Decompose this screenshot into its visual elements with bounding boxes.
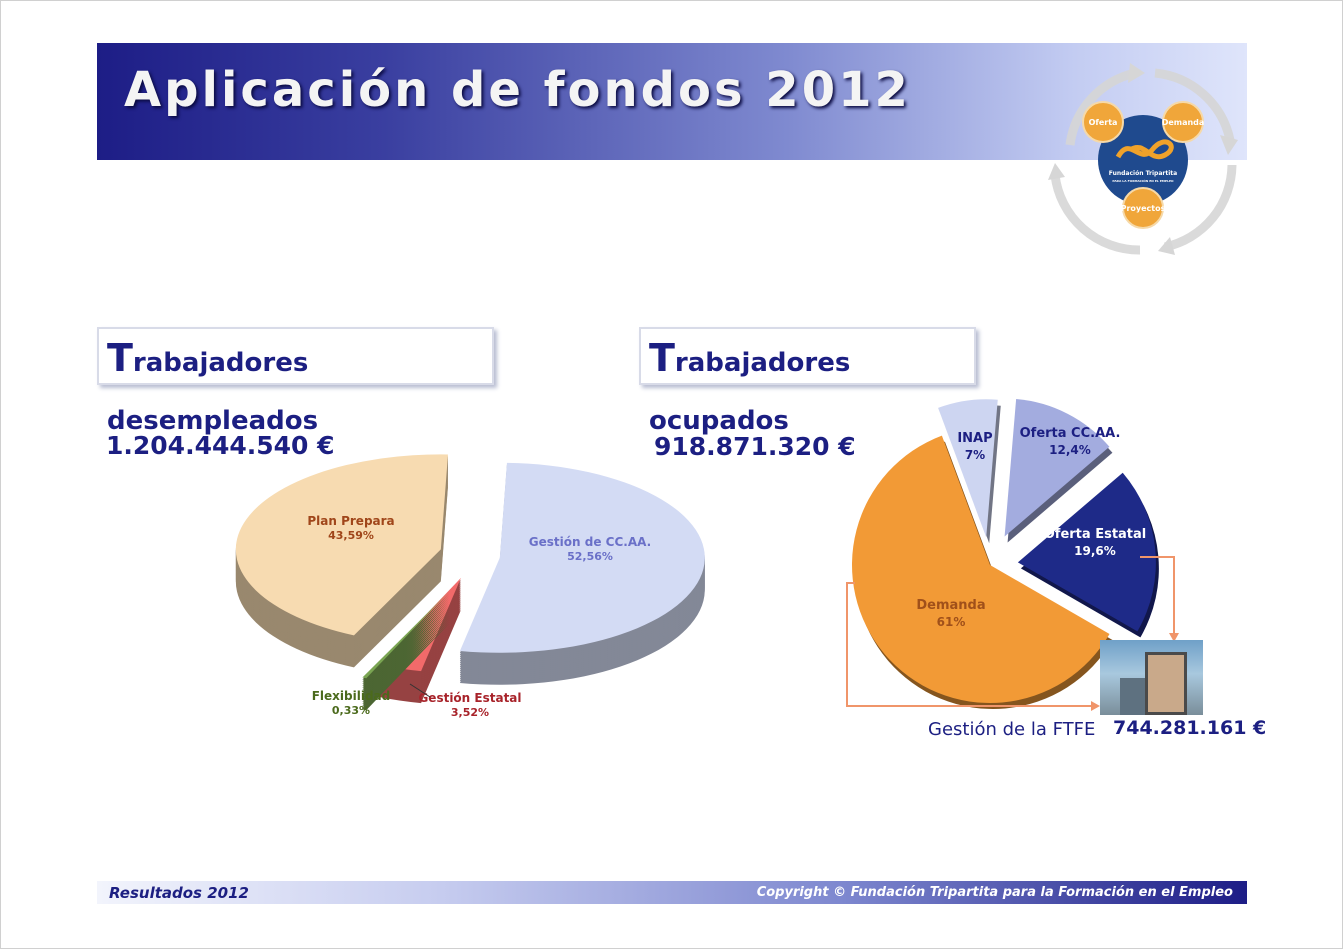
leader-line (409, 683, 431, 698)
slide-title: Aplicación de fondos 2012 (124, 62, 911, 118)
footer-bar: Resultados 2012 Copyright © Fundación Tr… (97, 881, 1247, 904)
slice-label: Gestión Estatal (418, 691, 521, 705)
slice-value: 19,6% (1074, 544, 1116, 558)
slice-value: 61% (937, 615, 966, 629)
heading-ocupados: Trabajadores ocupados (639, 327, 976, 436)
slice-label: INAP (957, 431, 992, 446)
slice-value: 0,33% (332, 704, 370, 717)
pie-slice-demanda (851, 435, 1110, 704)
slice-value: 43,59% (328, 529, 374, 542)
footer-left: Resultados 2012 (109, 884, 249, 902)
slice-value: 12,4% (1049, 443, 1091, 457)
slice-value: 3,52% (451, 706, 489, 719)
heading-initial: T (107, 336, 133, 380)
heading-desempleados: Trabajadores desempleados (97, 327, 494, 436)
slice-value: 52,56% (567, 550, 613, 563)
ftfe-building-photo (1100, 640, 1203, 715)
slice-label: Plan Prepara (307, 514, 394, 528)
pie-slice-flexibilidad (362, 591, 450, 679)
svg-text:PARA LA FORMACIÓN EN EL EMPLEO: PARA LA FORMACIÓN EN EL EMPLEO (1112, 178, 1174, 183)
slice-label: Gestión de CC.AA. (529, 535, 651, 549)
arrowhead (1091, 701, 1100, 711)
header-band (97, 43, 1247, 160)
svg-text:Oferta: Oferta (1089, 118, 1118, 127)
svg-text:Demanda: Demanda (1162, 118, 1205, 127)
pie-slice-oferta-estatal (1017, 472, 1156, 632)
pie-slice-inap (938, 399, 998, 538)
svg-text:Proyectos: Proyectos (1121, 204, 1166, 213)
svg-text:Fundación Tripartita: Fundación Tripartita (1109, 170, 1177, 177)
arrow-oferta-to-ftfe (1140, 556, 1175, 638)
footer-copyright: Copyright © Fundación Tripartita para la… (756, 885, 1233, 900)
ocupados-amount: 918.871.320 € (654, 432, 856, 461)
pie-slice-oferta-cc-aa- (1004, 399, 1110, 537)
slice-value: 7% (965, 448, 985, 462)
fundacion-tripartita-logo: Fundación Tripartita PARA LA FORMACIÓN E… (1048, 63, 1238, 255)
arrow-demanda-to-ftfe (846, 582, 1095, 707)
slice-label: Flexibilidad (312, 689, 391, 703)
heading-text: rabajadores ocupados (649, 348, 851, 436)
pie-slice-gesti-n-de-cc-aa- (459, 462, 705, 653)
slice-label: Oferta CC.AA. (1020, 426, 1121, 441)
slice-label: Oferta Estatal (1044, 527, 1147, 542)
slice-label: Demanda (916, 598, 985, 613)
heading-initial: T (649, 336, 675, 380)
ftfe-amount: 744.281.161 € (1113, 717, 1267, 739)
pie-slice-plan-prepara (235, 454, 448, 636)
ftfe-label: Gestión de la FTFE (928, 719, 1096, 740)
arrowhead (1169, 633, 1179, 642)
heading-text: rabajadores desempleados (107, 348, 319, 436)
desempleados-amount: 1.204.444.540 € (106, 431, 335, 460)
